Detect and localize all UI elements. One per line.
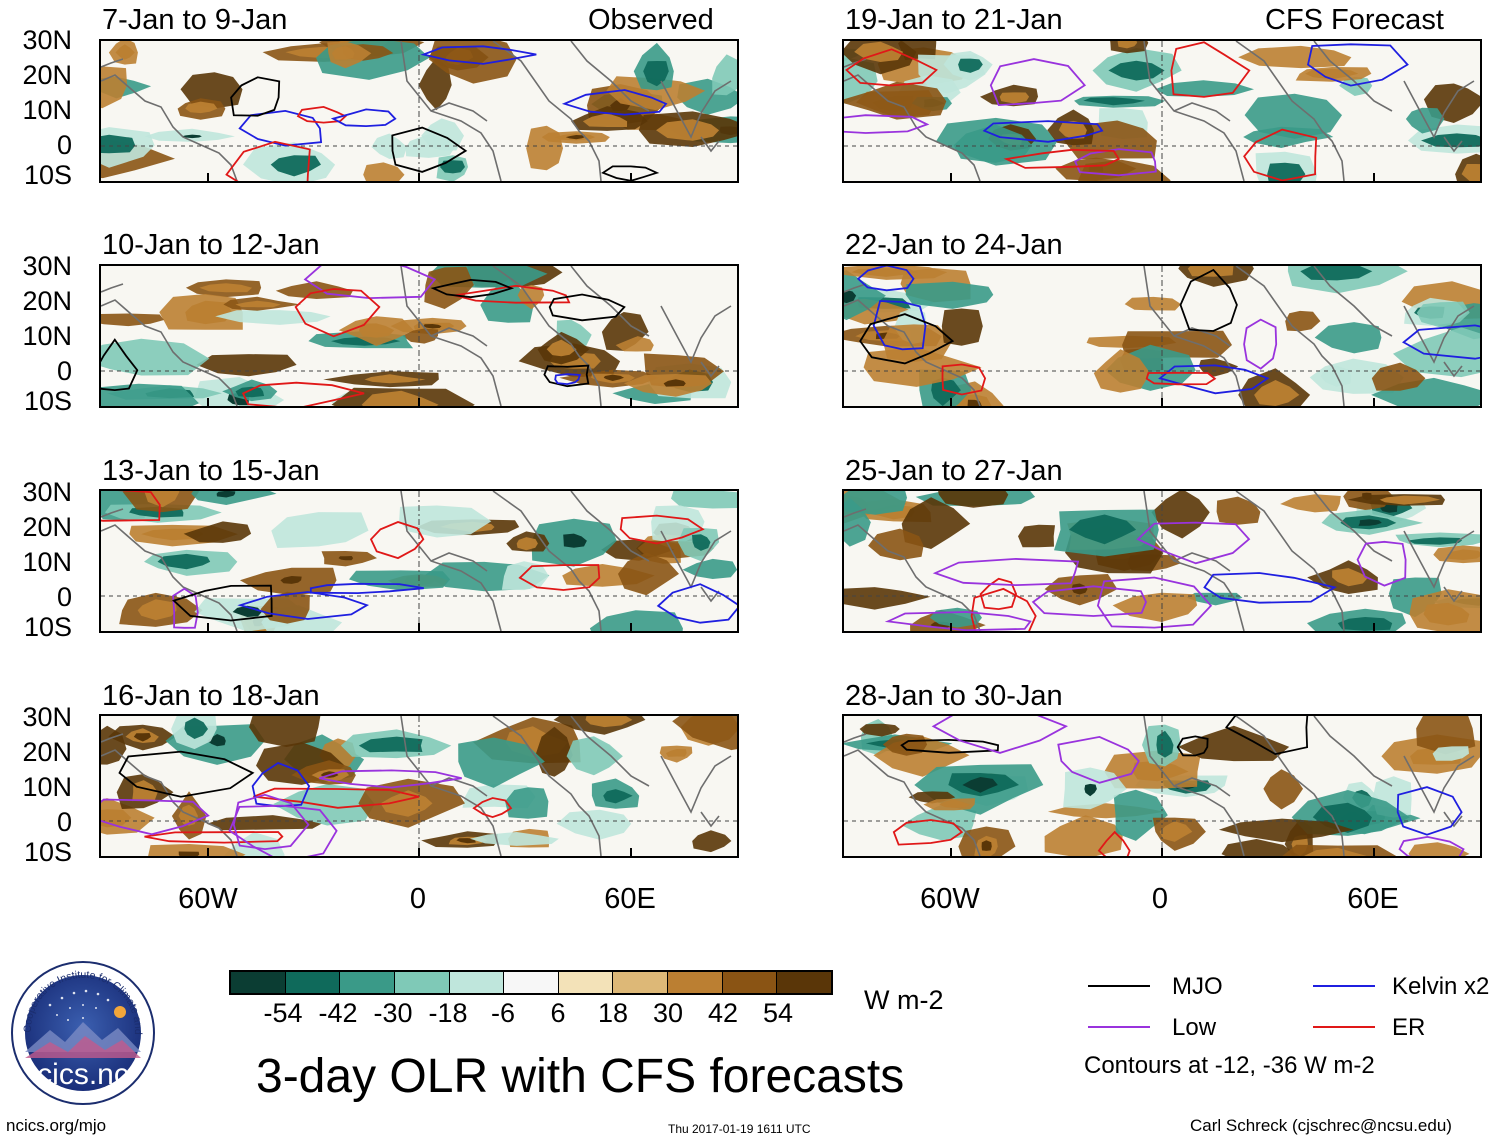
colorbar-tick: 54 — [762, 998, 794, 1028]
lon-label-60e: 60E — [604, 883, 656, 915]
footer-timestamp: Thu 2017-01-19 1611 UTC — [668, 1122, 811, 1136]
legend-swatch-low — [1088, 1026, 1150, 1028]
panel-title-4: 22-Jan to 24-Jan — [845, 229, 1063, 261]
lon-label-0: 0 — [409, 883, 427, 915]
olr-map — [101, 266, 737, 406]
panel-title-1: 7-Jan to 9-Jan — [102, 4, 288, 36]
olr-map — [101, 41, 737, 181]
lat-label-20n: 20N — [22, 737, 72, 767]
colorbar-swatch — [339, 972, 394, 993]
lat-label-10n: 10N — [22, 321, 72, 351]
colorbar-units: W m-2 — [864, 985, 944, 1015]
footer-credit: Carl Schreck (cjschrec@ncsu.edu) — [1190, 1116, 1452, 1135]
colorbar-swatch — [557, 972, 613, 993]
colorbar-tick: 30 — [652, 998, 684, 1028]
olr-map — [844, 41, 1480, 181]
legend-contour-note: Contours at -12, -36 W m-2 — [1084, 1052, 1375, 1079]
olr-map — [101, 491, 737, 631]
panel-title-3: 10-Jan to 12-Jan — [102, 229, 320, 261]
colorbar-tick: -6 — [490, 998, 515, 1028]
olr-map — [844, 716, 1480, 856]
olr-map — [844, 491, 1480, 631]
legend-swatch-er — [1313, 1026, 1375, 1028]
legend-label-kelvin: Kelvin x2 — [1392, 973, 1490, 1000]
map-panel-forecast-1 — [842, 39, 1482, 183]
map-panel-observed-4 — [99, 714, 739, 858]
lat-label-10n: 10N — [22, 547, 72, 577]
colorbar-swatch — [776, 972, 832, 993]
colorbar-swatch — [393, 972, 449, 993]
colorbar-tick: 6 — [550, 998, 566, 1028]
lat-label-0: 0 — [56, 807, 72, 837]
lat-label-30n: 30N — [22, 25, 72, 55]
lat-label-0: 0 — [56, 582, 72, 612]
colorbar-swatch — [503, 972, 558, 993]
colorbar-swatch — [612, 972, 668, 993]
map-panel-observed-3 — [99, 489, 739, 633]
colorbar-tick: -42 — [318, 998, 358, 1028]
footer-url[interactable]: ncics.org/mjo — [6, 1116, 107, 1135]
panel-title-2: 19-Jan to 21-Jan — [845, 4, 1063, 36]
cics-logo-icon: Cooperative Institute for Climate and Sa… — [6, 951, 155, 1105]
cics-logo: Cooperative Institute for Climate and Sa… — [6, 951, 156, 1106]
map-panel-forecast-3 — [842, 489, 1482, 633]
panel-title-7: 16-Jan to 18-Jan — [102, 680, 320, 712]
panel-title-6: 25-Jan to 27-Jan — [845, 455, 1063, 487]
colorbar-swatch — [721, 972, 777, 993]
lat-label-20n: 20N — [22, 512, 72, 542]
map-panel-observed-2 — [99, 264, 739, 408]
legend-label-low: Low — [1172, 1014, 1217, 1041]
lat-label-10s: 10S — [23, 837, 72, 867]
olr-map — [101, 716, 737, 856]
lon-label-0: 0 — [1151, 883, 1169, 915]
lat-label-10s: 10S — [23, 612, 72, 642]
legend-label-mjo: MJO — [1172, 973, 1223, 1000]
panel-title-5: 13-Jan to 15-Jan — [102, 455, 320, 487]
cfs-forecast-label: CFS Forecast — [1265, 4, 1444, 36]
legend-label-er: ER — [1392, 1014, 1426, 1041]
panel-title-8: 28-Jan to 30-Jan — [845, 680, 1063, 712]
lon-label-60w: 60W — [178, 883, 238, 915]
colorbar-tick: -18 — [428, 998, 468, 1028]
colorbar-tick: -54 — [263, 998, 303, 1028]
colorbar-swatch — [284, 972, 340, 993]
colorbar-tick: 42 — [707, 998, 739, 1028]
lat-label-10n: 10N — [22, 95, 72, 125]
lat-label-10s: 10S — [23, 386, 72, 416]
lat-label-30n: 30N — [22, 702, 72, 732]
lat-label-20n: 20N — [22, 60, 72, 90]
lon-label-60e: 60E — [1347, 883, 1399, 915]
colorbar-swatch — [667, 972, 722, 993]
lat-label-0: 0 — [56, 356, 72, 386]
lat-label-30n: 30N — [22, 477, 72, 507]
colorbar-tick: 18 — [597, 998, 629, 1028]
olr-map — [844, 266, 1480, 406]
lat-label-20n: 20N — [22, 286, 72, 316]
colorbar-tick: -30 — [373, 998, 413, 1028]
lat-label-30n: 30N — [22, 251, 72, 281]
lat-label-10s: 10S — [23, 160, 72, 190]
legend-swatch-mjo — [1088, 985, 1150, 987]
colorbar-swatch — [231, 972, 285, 993]
map-panel-forecast-2 — [842, 264, 1482, 408]
observed-label: Observed — [588, 4, 714, 36]
colorbar — [229, 970, 833, 995]
main-title: 3-day OLR with CFS forecasts — [256, 1050, 905, 1103]
lat-label-10n: 10N — [22, 772, 72, 802]
legend-swatch-kelvin — [1313, 985, 1375, 987]
map-panel-observed-1 — [99, 39, 739, 183]
lon-label-60w: 60W — [920, 883, 980, 915]
map-panel-forecast-4 — [842, 714, 1482, 858]
colorbar-swatch — [448, 972, 504, 993]
logo-text: cics.nc — [37, 1058, 129, 1091]
lat-label-0: 0 — [56, 130, 72, 160]
